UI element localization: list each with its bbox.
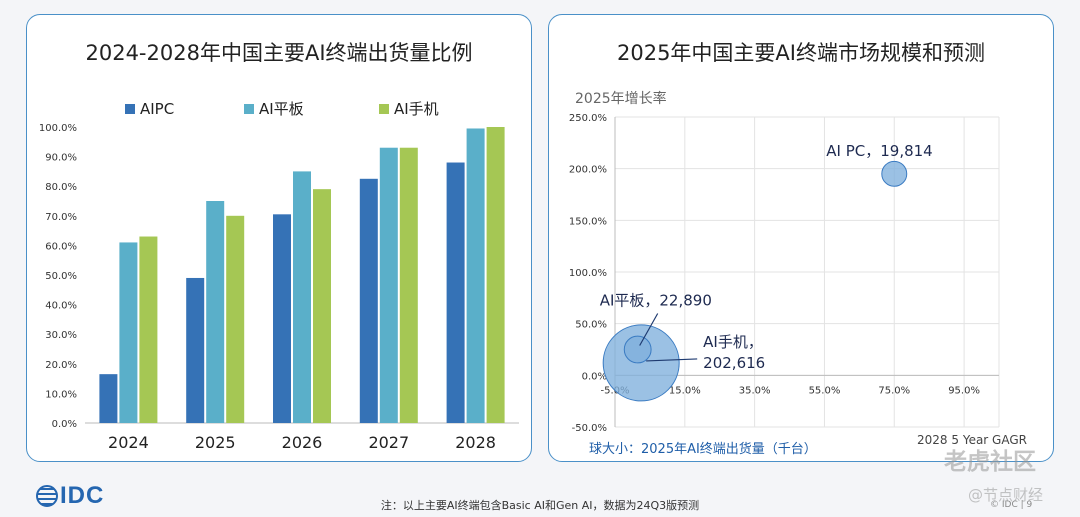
footnote: 注：以上主要AI终端包含Basic AI和Gen AI，数据为24Q3版预测 [380, 499, 700, 512]
y-tick-label: 250.0% [569, 113, 607, 124]
y-tick-label: 100.0% [39, 123, 77, 134]
bar-AI手机-2028 [486, 127, 505, 423]
bar-AIPC-2024 [99, 374, 118, 423]
y-tick-label: 30.0% [45, 330, 77, 341]
bubble-chart-title: 2025年中国主要AI终端市场规模和预测 [616, 41, 985, 65]
bar-AI平板-2026 [293, 171, 311, 423]
y-tick-label: -50.0% [572, 423, 607, 434]
y-tick-label: 100.0% [569, 268, 607, 279]
y-tick-label: 90.0% [45, 153, 77, 164]
bar-AI手机-2027 [399, 147, 418, 423]
y-tick-label: 50.0% [45, 271, 77, 282]
bar-AIPC-2028 [446, 162, 465, 423]
x-tick-label: 95.0% [948, 385, 980, 396]
leader-line-tablet [639, 313, 659, 346]
bar-AIPC-2026 [273, 214, 291, 423]
bar-AI手机-2025 [226, 215, 245, 423]
y-tick-label: 10.0% [45, 389, 77, 400]
y-axis-title: 2025年增长率 [575, 90, 667, 107]
legend-swatch-AI手机 [379, 104, 389, 114]
x-tick-label: 75.0% [878, 385, 910, 396]
x-category-label: 2025 [195, 433, 236, 452]
y-tick-label: 40.0% [45, 301, 77, 312]
legend-label: AI平板 [259, 100, 304, 118]
y-tick-label: 20.0% [45, 360, 77, 371]
bar-chart-title: 2024-2028年中国主要AI终端出货量比例 [85, 41, 473, 65]
legend-swatch-AI平板 [244, 104, 254, 114]
bar-AI手机-2026 [313, 189, 331, 423]
bar-AIPC-2025 [186, 277, 205, 423]
y-tick-label: 150.0% [569, 216, 607, 227]
bar-AIPC-2027 [359, 178, 378, 423]
bar-chart: 0.0% 10.0% 20.0% 30.0% 40.0% 50.0% 60.0% 70.0% 8… [39, 100, 519, 452]
x-axis-title: 2028 5 Year GAGR [917, 433, 1027, 447]
bar-chart-panel: 2024-2028年中国主要AI终端出货量比例 0.0% 10.0% 20.0% 30… [26, 14, 532, 462]
y-tick-label: 80.0% [45, 182, 77, 193]
bubble-label-phone-value: 202,616 [703, 354, 765, 372]
bubble-size-label: 球大小：2025年AI终端出货量（千台） [589, 441, 817, 457]
globe-icon [36, 485, 58, 507]
bubble-label-tablet: AI平板，22,890 [600, 292, 712, 310]
page-mark: © IDC | 9 [990, 500, 1033, 510]
bubble-chart-panel: 2025年中国主要AI终端市场规模和预测 -50.0% 0.0% 50.0% 100.… [548, 14, 1054, 462]
y-tick-label: 50.0% [575, 320, 607, 331]
x-tick-label: 15.0% [669, 385, 701, 396]
x-category-label: 2028 [455, 433, 496, 452]
watermark-community: 老虎社区 [944, 449, 1036, 475]
x-tick-label: 35.0% [739, 385, 771, 396]
legend-label: AIPC [140, 100, 174, 118]
bar-AI平板-2024 [119, 242, 138, 423]
y-tick-label: 0.0% [52, 419, 77, 430]
legend-label: AI手机 [394, 100, 439, 118]
bubble-label-aipc: AI PC，19,814 [826, 142, 932, 160]
idc-logo-text: IDC [60, 482, 105, 509]
y-tick-label: 60.0% [45, 241, 77, 252]
bar-AI平板-2025 [206, 201, 225, 423]
bar-AI手机-2024 [139, 236, 158, 423]
bubble-point [881, 160, 908, 187]
watermark-source: @节点财经 [968, 486, 1044, 504]
x-tick-label: 55.0% [809, 385, 841, 396]
idc-logo: IDC [36, 482, 104, 510]
bubble-chart: -50.0%0.0%50.0%100.0%150.0%200.0%250.0%-… [569, 90, 1027, 457]
bubble-point [623, 335, 652, 364]
y-tick-label: 200.0% [569, 165, 607, 176]
leader-line-phone [646, 358, 698, 362]
x-category-label: 2024 [108, 433, 149, 452]
x-category-label: 2026 [282, 433, 323, 452]
bar-AI平板-2028 [466, 128, 485, 423]
y-tick-label: 0.0% [582, 371, 607, 382]
y-tick-label: 70.0% [45, 212, 77, 223]
x-category-label: 2027 [368, 433, 409, 452]
bar-AI平板-2027 [379, 147, 398, 423]
bubble-label-phone: AI手机， [703, 333, 763, 351]
legend-swatch-AIPC [125, 104, 135, 114]
